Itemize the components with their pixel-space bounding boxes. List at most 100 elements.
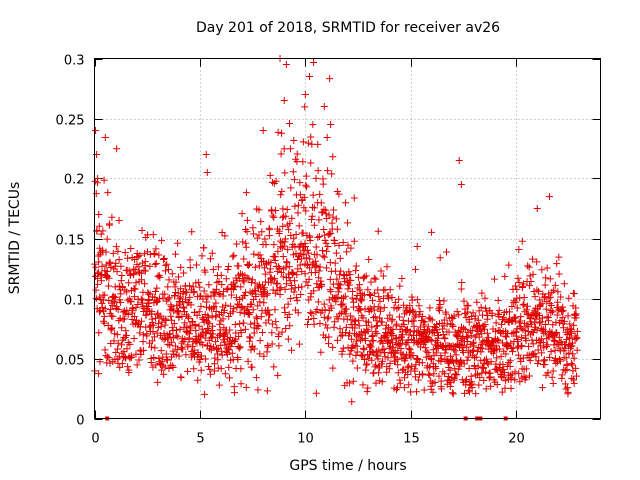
data-point bbox=[298, 283, 306, 291]
data-point bbox=[230, 389, 238, 397]
data-point bbox=[243, 216, 251, 224]
data-point bbox=[290, 137, 298, 145]
data-point bbox=[419, 312, 427, 320]
data-point bbox=[479, 345, 487, 353]
data-point bbox=[293, 150, 301, 158]
data-point bbox=[561, 366, 569, 374]
data-point bbox=[532, 323, 540, 331]
data-point bbox=[147, 359, 155, 367]
data-point bbox=[168, 270, 176, 278]
data-point bbox=[278, 187, 286, 195]
data-point bbox=[347, 277, 355, 285]
data-point bbox=[269, 212, 277, 220]
data-point bbox=[460, 389, 468, 397]
data-point bbox=[143, 332, 151, 340]
data-point bbox=[289, 269, 297, 277]
data-point bbox=[324, 313, 332, 321]
data-point bbox=[147, 343, 155, 351]
data-point bbox=[256, 251, 264, 259]
data-point bbox=[278, 328, 286, 336]
data-point bbox=[160, 335, 168, 343]
data-point bbox=[368, 356, 376, 364]
data-point bbox=[154, 378, 162, 386]
data-point bbox=[222, 330, 230, 338]
data-point bbox=[313, 262, 321, 270]
data-point bbox=[351, 320, 359, 328]
data-point bbox=[493, 380, 501, 388]
data-point bbox=[464, 302, 472, 310]
data-point bbox=[402, 340, 410, 348]
data-point bbox=[419, 318, 427, 326]
data-point bbox=[519, 280, 527, 288]
data-point bbox=[134, 253, 142, 261]
data-point bbox=[224, 265, 232, 273]
data-point bbox=[325, 340, 333, 348]
data-point bbox=[384, 354, 392, 362]
data-point bbox=[295, 222, 303, 230]
data-point bbox=[375, 293, 383, 301]
data-point bbox=[114, 345, 122, 353]
data-point bbox=[475, 307, 483, 315]
data-point bbox=[98, 299, 106, 307]
data-point bbox=[542, 274, 550, 282]
data-point bbox=[432, 364, 440, 372]
data-point bbox=[506, 308, 514, 316]
data-point bbox=[350, 237, 358, 245]
data-point bbox=[148, 337, 156, 345]
data-point bbox=[378, 378, 386, 386]
data-point bbox=[316, 232, 324, 240]
data-point bbox=[340, 271, 348, 279]
data-point bbox=[244, 357, 252, 365]
data-point bbox=[174, 333, 182, 341]
data-point bbox=[92, 127, 100, 134]
data-point bbox=[485, 334, 493, 342]
data-point bbox=[464, 338, 472, 346]
data-point bbox=[553, 311, 561, 319]
data-point bbox=[393, 320, 401, 328]
data-point bbox=[267, 259, 275, 267]
data-point bbox=[476, 374, 484, 382]
data-point bbox=[205, 320, 213, 328]
data-point bbox=[556, 357, 564, 365]
data-point bbox=[98, 262, 106, 270]
data-point bbox=[263, 387, 271, 395]
data-point bbox=[300, 193, 308, 201]
data-point bbox=[341, 292, 349, 300]
data-point bbox=[168, 324, 176, 332]
data-point bbox=[256, 350, 264, 358]
data-point bbox=[437, 352, 445, 360]
data-point bbox=[549, 367, 557, 375]
data-point bbox=[421, 344, 429, 352]
data-point bbox=[463, 334, 471, 342]
data-point bbox=[290, 288, 298, 296]
data-point bbox=[405, 331, 413, 339]
data-point bbox=[380, 304, 388, 312]
data-point bbox=[189, 349, 197, 357]
data-point bbox=[174, 289, 182, 297]
data-point bbox=[367, 343, 375, 351]
data-point bbox=[535, 287, 543, 295]
data-point bbox=[310, 287, 318, 295]
data-point bbox=[497, 352, 505, 360]
data-point bbox=[230, 251, 238, 259]
data-point bbox=[315, 267, 323, 275]
data-point bbox=[405, 344, 413, 352]
data-point bbox=[565, 294, 573, 302]
data-point bbox=[513, 304, 521, 312]
data-point bbox=[460, 360, 468, 368]
data-point bbox=[240, 319, 248, 327]
data-point bbox=[437, 385, 445, 393]
data-point bbox=[441, 335, 449, 343]
data-point bbox=[540, 329, 548, 337]
data-point bbox=[118, 324, 126, 332]
data-point bbox=[513, 285, 521, 293]
data-point bbox=[430, 370, 438, 378]
data-point bbox=[527, 330, 535, 338]
data-point bbox=[285, 310, 293, 318]
data-point bbox=[294, 265, 302, 273]
data-point bbox=[295, 201, 302, 209]
data-point bbox=[186, 256, 194, 264]
data-point bbox=[176, 325, 184, 333]
data-point bbox=[405, 381, 413, 389]
data-point bbox=[470, 342, 478, 350]
